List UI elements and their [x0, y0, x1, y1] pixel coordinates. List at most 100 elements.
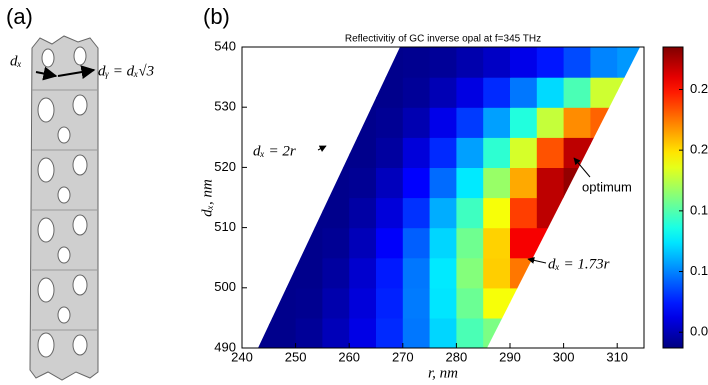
- y-tick-label: 510: [214, 219, 236, 234]
- heat-cell: [376, 258, 403, 289]
- heat-cell: [296, 198, 323, 229]
- heat-cell: [617, 77, 644, 108]
- heat-cell: [403, 137, 430, 168]
- heat-cell: [564, 47, 591, 78]
- heat-cell: [242, 318, 269, 349]
- y-tick-label: 530: [214, 99, 236, 114]
- heat-cell: [430, 137, 457, 168]
- y-axis-label: dₓ, nm: [199, 179, 215, 217]
- heat-cell: [430, 228, 457, 259]
- heat-cell: [537, 47, 564, 78]
- heat-cell: [349, 318, 376, 349]
- heat-cell: [456, 198, 483, 229]
- heat-cell: [296, 318, 323, 349]
- colorbar-tick-label: 0.05: [690, 324, 708, 339]
- chart-title: Reflectivitiy of GC inverse opal at f=34…: [345, 34, 541, 45]
- heat-cell: [456, 228, 483, 259]
- y-tick-label: 490: [214, 339, 236, 354]
- heat-cell: [322, 258, 349, 289]
- heat-cell: [376, 77, 403, 108]
- colorbar-tick-label: 0.15: [690, 202, 708, 217]
- heat-cell: [349, 137, 376, 168]
- heat-cell: [430, 258, 457, 289]
- x-tick-label: 280: [446, 349, 468, 364]
- heat-cell: [617, 47, 644, 78]
- heat-cell: [590, 47, 617, 78]
- colorbar-tick-label: 0.1: [690, 263, 708, 278]
- heat-cell: [349, 198, 376, 229]
- heat-cell: [510, 137, 537, 168]
- heat-cell: [403, 77, 430, 108]
- heat-cell: [483, 77, 510, 108]
- annotation-arrow: [318, 146, 326, 150]
- heat-cell: [349, 258, 376, 289]
- heat-cell: [537, 107, 564, 138]
- heat-cell: [376, 137, 403, 168]
- heat-cell: [376, 228, 403, 259]
- heat-cell: [269, 258, 296, 289]
- heat-cell: [349, 107, 376, 138]
- heat-cell: [322, 228, 349, 259]
- heat-cell: [456, 258, 483, 289]
- heat-cell: [510, 107, 537, 138]
- heat-cell: [537, 167, 564, 198]
- heat-cell: [456, 77, 483, 108]
- heat-cell: [322, 137, 349, 168]
- heat-cell: [483, 258, 510, 289]
- heat-cell: [590, 77, 617, 108]
- heat-cell: [349, 167, 376, 198]
- heat-cell: [403, 47, 430, 78]
- heat-cell: [376, 47, 403, 78]
- heat-cell: [376, 198, 403, 229]
- heat-cell: [403, 107, 430, 138]
- heat-cell: [456, 137, 483, 168]
- heat-cell: [510, 167, 537, 198]
- heat-cell: [403, 318, 430, 349]
- heat-cell: [564, 107, 591, 138]
- heat-cell: [430, 198, 457, 229]
- heat-cell: [590, 107, 617, 138]
- dy-label: dᵧ = dₓ√3: [98, 63, 154, 79]
- heat-cell: [376, 288, 403, 319]
- x-tick-label: 250: [285, 349, 307, 364]
- heat-cell: [564, 137, 591, 168]
- heat-cell: [590, 137, 617, 168]
- y-tick-label: 500: [214, 279, 236, 294]
- heat-cell: [349, 228, 376, 259]
- heat-cell: [537, 228, 564, 259]
- heat-cell: [322, 318, 349, 349]
- heat-cell: [430, 107, 457, 138]
- heat-cell: [537, 137, 564, 168]
- structure: [30, 36, 98, 380]
- heat-cell: [403, 288, 430, 319]
- heatmap: [242, 47, 645, 349]
- heat-cell: [430, 288, 457, 319]
- heat-cell: [510, 288, 537, 319]
- colorbar-tick-label: 0.25: [690, 81, 708, 96]
- heat-cell: [376, 318, 403, 349]
- heat-cell: [510, 198, 537, 229]
- heat-cell: [456, 288, 483, 319]
- annotation: dₓ = 2r: [253, 143, 296, 159]
- x-axis-label: r, nm: [428, 365, 458, 381]
- heat-cell: [537, 77, 564, 108]
- x-tick-label: 270: [392, 349, 414, 364]
- heat-cell: [296, 228, 323, 259]
- heat-cell: [483, 137, 510, 168]
- heat-cell: [510, 258, 537, 289]
- heat-cell: [322, 198, 349, 229]
- heat-cell: [430, 47, 457, 78]
- heat-cell: [456, 47, 483, 78]
- panel-label: (b): [203, 4, 230, 29]
- heat-cell: [322, 288, 349, 319]
- x-tick-label: 310: [606, 349, 628, 364]
- y-tick-label: 520: [214, 159, 236, 174]
- heat-cell: [376, 167, 403, 198]
- heat-cell: [456, 167, 483, 198]
- heat-cell: [483, 107, 510, 138]
- heat-cell: [403, 167, 430, 198]
- heat-cell: [483, 167, 510, 198]
- heat-cell: [376, 107, 403, 138]
- panel-label: (a): [6, 4, 33, 29]
- colorbar-tick-label: 0.2: [690, 142, 708, 157]
